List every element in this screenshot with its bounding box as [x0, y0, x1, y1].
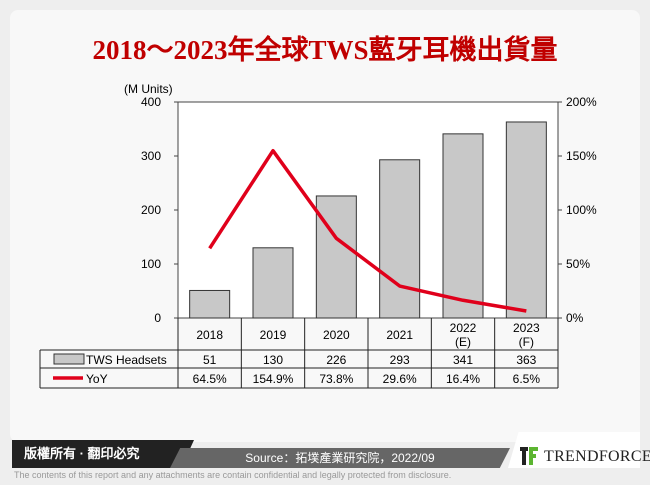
legend-yoy-label: YoY: [86, 372, 108, 386]
y-left-axis-label: (M Units): [124, 82, 173, 96]
y-left-tick-label: 200: [141, 203, 161, 217]
bar-2020: [315, 195, 357, 319]
copyright-label: 版權所有 · 翻印必究: [12, 440, 194, 468]
source-label: Source：拓墣產業研究院，2022/09: [170, 448, 510, 468]
y-left-tick-label: 400: [141, 95, 161, 109]
x-category-label: 2020: [323, 328, 350, 342]
x-category-label: 2023: [513, 321, 540, 335]
y-right-tick-label: 50%: [566, 257, 590, 271]
headsets-value: 226: [326, 353, 346, 367]
data-table-grid: [39, 318, 559, 389]
yoy-value: 154.9%: [253, 372, 294, 386]
headsets-value: 341: [453, 353, 473, 367]
headsets-value: 51: [203, 353, 217, 367]
x-category-label: 2018: [196, 328, 223, 342]
bar-2018: [189, 289, 231, 319]
yoy-value: 6.5%: [513, 372, 541, 386]
headsets-value: 363: [516, 353, 536, 367]
y-left-tick-label: 100: [141, 257, 161, 271]
y-left-tick-label: 300: [141, 149, 161, 163]
x-category-label: 2021: [386, 328, 413, 342]
legend-headsets-label: TWS Headsets: [86, 353, 167, 367]
bar-2019: [252, 247, 294, 319]
y-left-tick-label: 0: [154, 311, 161, 325]
disclaimer: The contents of this report and any atta…: [14, 470, 452, 480]
y-right-tick-label: 150%: [566, 149, 597, 163]
chart-title: 2018～2023年全球TWS藍牙耳機出貨量: [92, 35, 558, 65]
y-right-tick-label: 100%: [566, 203, 597, 217]
x-category-label: 2022: [450, 321, 477, 335]
brand-logo: TRENDFORCE: [544, 448, 650, 465]
yoy-value: 73.8%: [319, 372, 353, 386]
headsets-value: 293: [390, 353, 410, 367]
y-right-tick-label: 200%: [566, 95, 597, 109]
bar-2022: [442, 133, 484, 319]
bar-2023: [505, 121, 547, 319]
x-category-label: (F): [519, 335, 534, 349]
yoy-value: 64.5%: [193, 372, 227, 386]
x-category-label: (E): [455, 335, 471, 349]
bar-2021: [379, 159, 421, 319]
trendforce-logo-icon: [520, 447, 538, 465]
yoy-value: 29.6%: [383, 372, 417, 386]
headsets-value: 130: [263, 353, 283, 367]
y-right-tick-label: 0%: [566, 311, 584, 325]
yoy-line: [208, 148, 527, 313]
x-category-label: 2019: [260, 328, 287, 342]
yoy-value: 16.4%: [446, 372, 480, 386]
legend-bar-swatch: [53, 353, 85, 365]
plot-area: [177, 101, 559, 319]
